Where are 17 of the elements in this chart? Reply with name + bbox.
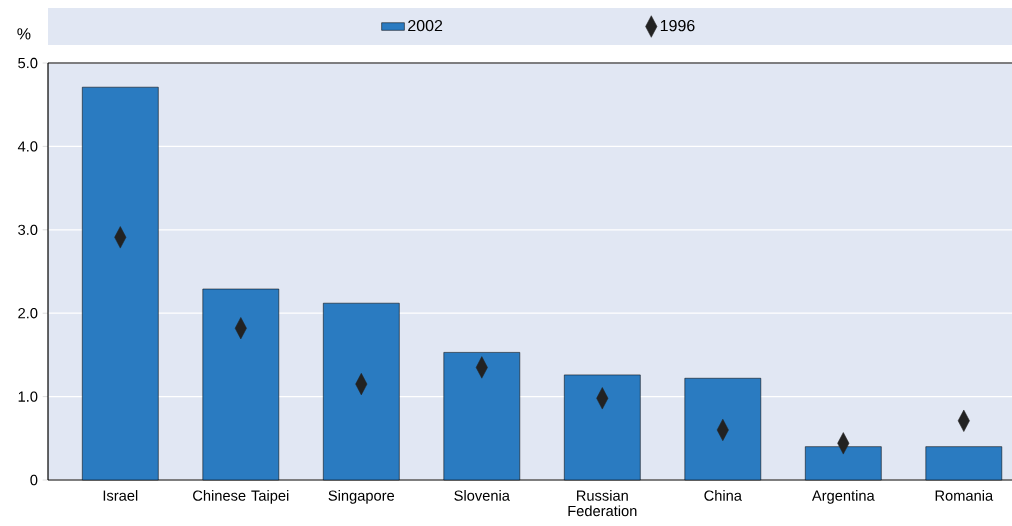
y-tick-label: 2.0 [18,308,38,319]
y-tick-label: 4.0 [17,141,38,152]
x-tick-label: Argentina [811,490,875,504]
x-tick-label: China [704,490,742,501]
x-tick-label: Slovenia [454,490,510,501]
x-tick-label: Israel [103,490,138,501]
y-axis-title: % [17,28,31,40]
legend-label: 2002 [408,19,443,32]
y-tick-label: 3.0 [18,224,38,235]
x-tick-label: Romania [935,490,994,501]
y-tick-label: 1.0 [18,391,38,402]
y-tick-label: 0 [30,474,38,486]
x-tick-label: Chinese Taipei [193,490,289,504]
legend-label: 1996 [660,19,695,32]
x-tick-label: Russian Federation [568,490,637,517]
x-tick-label: Singapore [328,490,395,504]
y-tick-label: 5.0 [18,57,38,69]
